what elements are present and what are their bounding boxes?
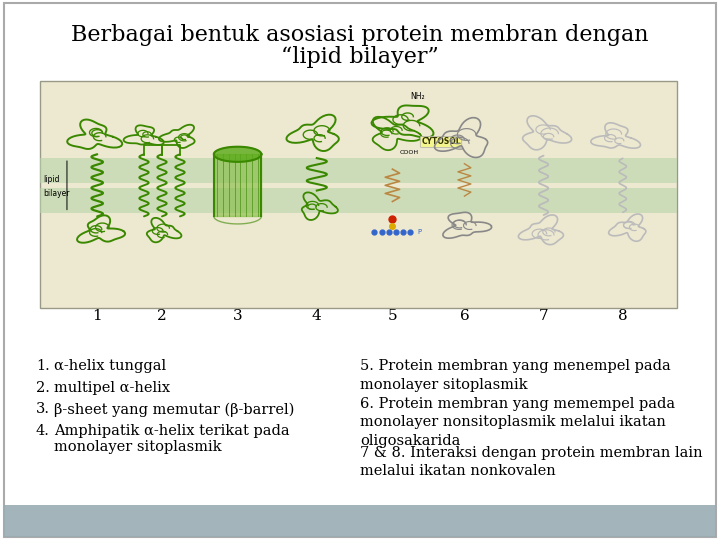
Text: lipid: lipid: [43, 176, 60, 185]
Text: β-sheet yang memutar (β-barrel): β-sheet yang memutar (β-barrel): [54, 402, 294, 417]
Polygon shape: [214, 147, 261, 162]
Text: 6. Protein membran yang memempel pada
monolayer nonsitoplasmik melalui ikatan
ol: 6. Protein membran yang memempel pada mo…: [360, 397, 675, 448]
Text: P: P: [417, 229, 421, 235]
Text: α-helix tunggal: α-helix tunggal: [54, 359, 166, 373]
Text: 3.: 3.: [36, 402, 50, 416]
Text: 2.: 2.: [36, 381, 50, 395]
Text: 3: 3: [233, 309, 243, 323]
Text: COOH: COOH: [400, 150, 419, 155]
Text: 5. Protein membran yang menempel pada
monolayer sitoplasmik: 5. Protein membran yang menempel pada mo…: [360, 359, 671, 392]
Text: Amphipatik α-helix terikat pada: Amphipatik α-helix terikat pada: [54, 424, 289, 438]
Bar: [40, 81, 677, 308]
Bar: [4, 505, 716, 537]
Text: “lipid bilayer”: “lipid bilayer”: [281, 46, 439, 68]
Text: 1.: 1.: [36, 359, 50, 373]
Bar: [40, 158, 677, 183]
Text: 5: 5: [387, 309, 397, 323]
Bar: [40, 187, 677, 213]
Text: 7 & 8. Interaksi dengan protein membran lain
melalui ikatan nonkovalen: 7 & 8. Interaksi dengan protein membran …: [360, 446, 703, 478]
Text: multipel α-helix: multipel α-helix: [54, 381, 170, 395]
Text: 8: 8: [618, 309, 628, 323]
Text: CYTOSOL: CYTOSOL: [421, 137, 461, 146]
Text: 1: 1: [92, 309, 102, 323]
Text: 4: 4: [312, 309, 322, 323]
Text: 4.: 4.: [36, 424, 50, 438]
Text: bilayer: bilayer: [43, 189, 70, 198]
Text: 6: 6: [459, 309, 469, 323]
Text: Berbagai bentuk asosiasi protein membran dengan: Berbagai bentuk asosiasi protein membran…: [71, 24, 649, 46]
Text: NH₂: NH₂: [410, 92, 425, 102]
Text: monolayer sitoplasmik: monolayer sitoplasmik: [54, 440, 222, 454]
Text: 2: 2: [157, 309, 167, 323]
Text: 7: 7: [539, 309, 549, 323]
